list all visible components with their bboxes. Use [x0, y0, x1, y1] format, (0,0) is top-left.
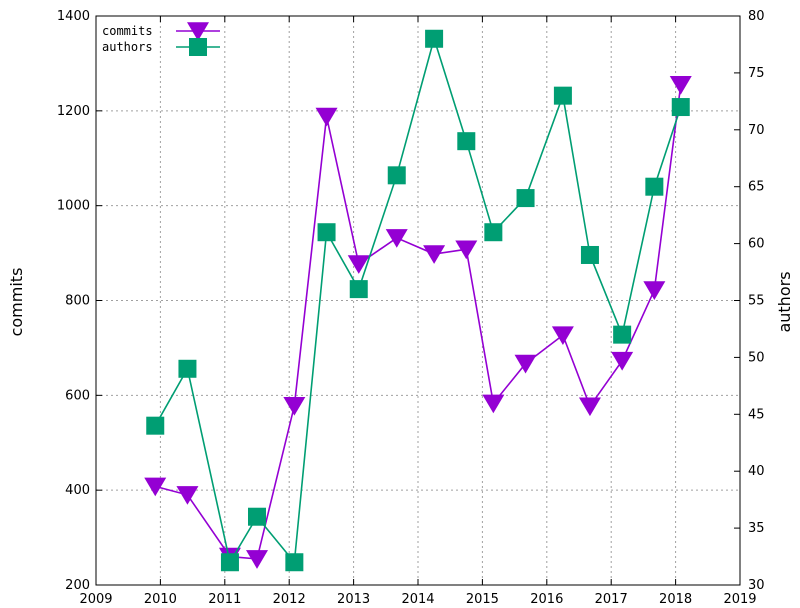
- commits-point: [176, 486, 199, 505]
- x-tick-label: 2013: [337, 592, 370, 607]
- authors-point: [671, 98, 690, 117]
- commits-point: [347, 255, 370, 274]
- authors-point: [613, 325, 632, 344]
- authors-point: [220, 553, 239, 572]
- y-tick-label: 1400: [57, 9, 90, 24]
- commits-point: [514, 354, 537, 374]
- grid: [96, 16, 740, 585]
- authors-point: [317, 223, 336, 242]
- y-tick-label: 1000: [57, 199, 90, 214]
- legend-label: authors: [102, 40, 153, 54]
- x-tick-label: 2015: [466, 592, 499, 607]
- authors-point: [484, 223, 503, 242]
- authors-point: [553, 86, 572, 105]
- authors-point: [387, 166, 406, 185]
- commits-point: [385, 229, 408, 248]
- series-authors: [146, 29, 690, 572]
- authors-point: [645, 177, 664, 196]
- commits-point: [283, 396, 306, 416]
- y-tick-label: 1200: [57, 104, 90, 119]
- x-tick-label: 2017: [595, 592, 628, 607]
- authors-point: [580, 245, 599, 264]
- x-tick-label: 2012: [273, 592, 306, 607]
- commits-point: [423, 245, 446, 264]
- commits-point: [643, 281, 666, 300]
- commits-point: [144, 477, 167, 497]
- x-tick-label: 2011: [208, 592, 241, 607]
- x-tick-label: 2019: [723, 592, 756, 607]
- x-tick-label: 2010: [144, 592, 177, 607]
- y2-tick-label: 60: [748, 237, 765, 252]
- authors-point: [516, 189, 535, 208]
- commits-point: [315, 107, 338, 127]
- authors-point: [425, 29, 444, 48]
- commits-point: [669, 75, 692, 95]
- y-tick-label: 400: [65, 483, 90, 498]
- authors-point: [178, 359, 197, 378]
- legend-marker: [187, 22, 209, 41]
- commits-point: [578, 397, 601, 417]
- y-axis-title: commits: [7, 268, 26, 337]
- legend-item-commits: commits: [102, 22, 220, 41]
- y2-tick-label: 70: [748, 123, 765, 138]
- y-tick-label: 200: [65, 578, 90, 593]
- legend-label: commits: [102, 24, 153, 38]
- plot-frame: [95, 15, 741, 586]
- y2-tick-label: 55: [748, 294, 765, 309]
- series: [144, 29, 692, 572]
- y2-tick-label: 65: [748, 180, 765, 195]
- authors-point: [248, 507, 266, 526]
- legend-item-authors: authors: [102, 38, 220, 56]
- y2-tick-label: 35: [748, 521, 765, 536]
- series-commits: [144, 75, 692, 569]
- y2-tick-label: 30: [748, 578, 765, 593]
- y-tick-label: 600: [65, 388, 90, 403]
- y2-tick-label: 45: [748, 407, 765, 422]
- y2-tick-label: 50: [748, 350, 765, 365]
- authors-point: [457, 132, 476, 151]
- y2-tick-label: 80: [748, 9, 765, 24]
- x-tick-label: 2014: [401, 592, 434, 607]
- authors-point: [349, 280, 368, 299]
- commits-point: [611, 351, 634, 371]
- commits-point: [455, 240, 478, 260]
- commits-point: [482, 394, 505, 414]
- y2-axis-title: authors: [775, 271, 794, 332]
- legend: commits authors: [102, 22, 220, 56]
- x-tick-label: 2018: [659, 592, 692, 607]
- axes: 2009 2010 2011 2012 2013 2014 2015 2016 2017 2018…: [57, 9, 765, 607]
- commits-point: [551, 326, 574, 346]
- authors-point: [146, 416, 165, 435]
- y2-tick-label: 75: [748, 66, 765, 81]
- x-tick-label: 2016: [530, 592, 563, 607]
- legend-marker: [189, 38, 207, 56]
- x-tick-label: 2009: [79, 592, 112, 607]
- y-tick-label: 800: [65, 294, 90, 309]
- authors-point: [285, 553, 304, 572]
- y2-tick-label: 40: [748, 464, 765, 479]
- commits-point: [246, 550, 268, 569]
